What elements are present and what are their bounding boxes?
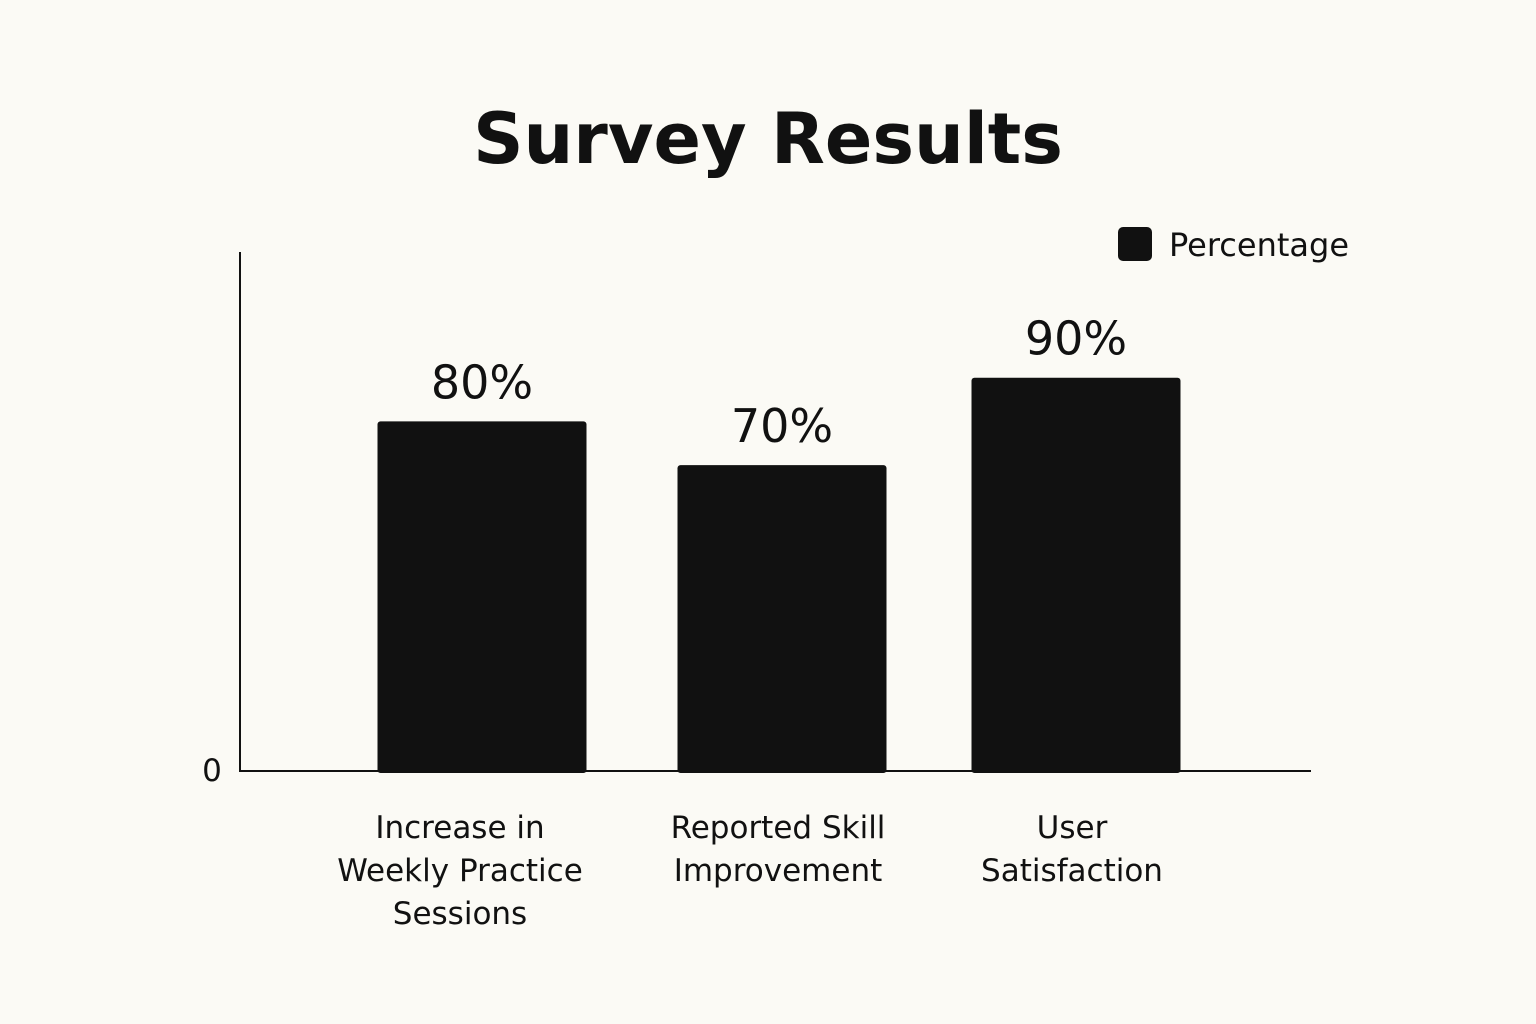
chart-title: Survey Results <box>473 98 1063 180</box>
category-label-1: Reported Skill Improvement <box>671 810 886 889</box>
category-label-1-line-1: Improvement <box>674 853 883 889</box>
legend: Percentage <box>1118 226 1349 264</box>
value-label-0: 80% <box>431 355 533 409</box>
category-label-2-line-1: Satisfaction <box>981 853 1163 889</box>
value-label-2: 90% <box>1025 312 1127 366</box>
category-label-2: User Satisfaction <box>981 810 1163 889</box>
category-labels: Increase in Weekly Practice Sessions Report… <box>337 810 1163 932</box>
category-label-0: Increase in Weekly Practice Sessions <box>337 810 583 932</box>
value-labels: 80% 70% 90% <box>431 312 1127 453</box>
category-label-1-line-0: Reported Skill <box>671 810 886 846</box>
bar-2 <box>971 377 1181 773</box>
legend-swatch <box>1118 227 1152 261</box>
bar-1 <box>677 465 887 773</box>
value-label-1: 70% <box>731 399 833 453</box>
category-label-0-line-1: Weekly Practice <box>337 853 583 889</box>
category-label-2-line-0: User <box>1037 810 1108 846</box>
category-label-0-line-0: Increase in <box>375 810 544 846</box>
y-tick-label-0: 0 <box>202 753 222 789</box>
legend-label: Percentage <box>1169 226 1349 264</box>
category-label-0-line-2: Sessions <box>393 896 527 932</box>
bars <box>377 377 1181 773</box>
bar-0 <box>377 421 587 773</box>
